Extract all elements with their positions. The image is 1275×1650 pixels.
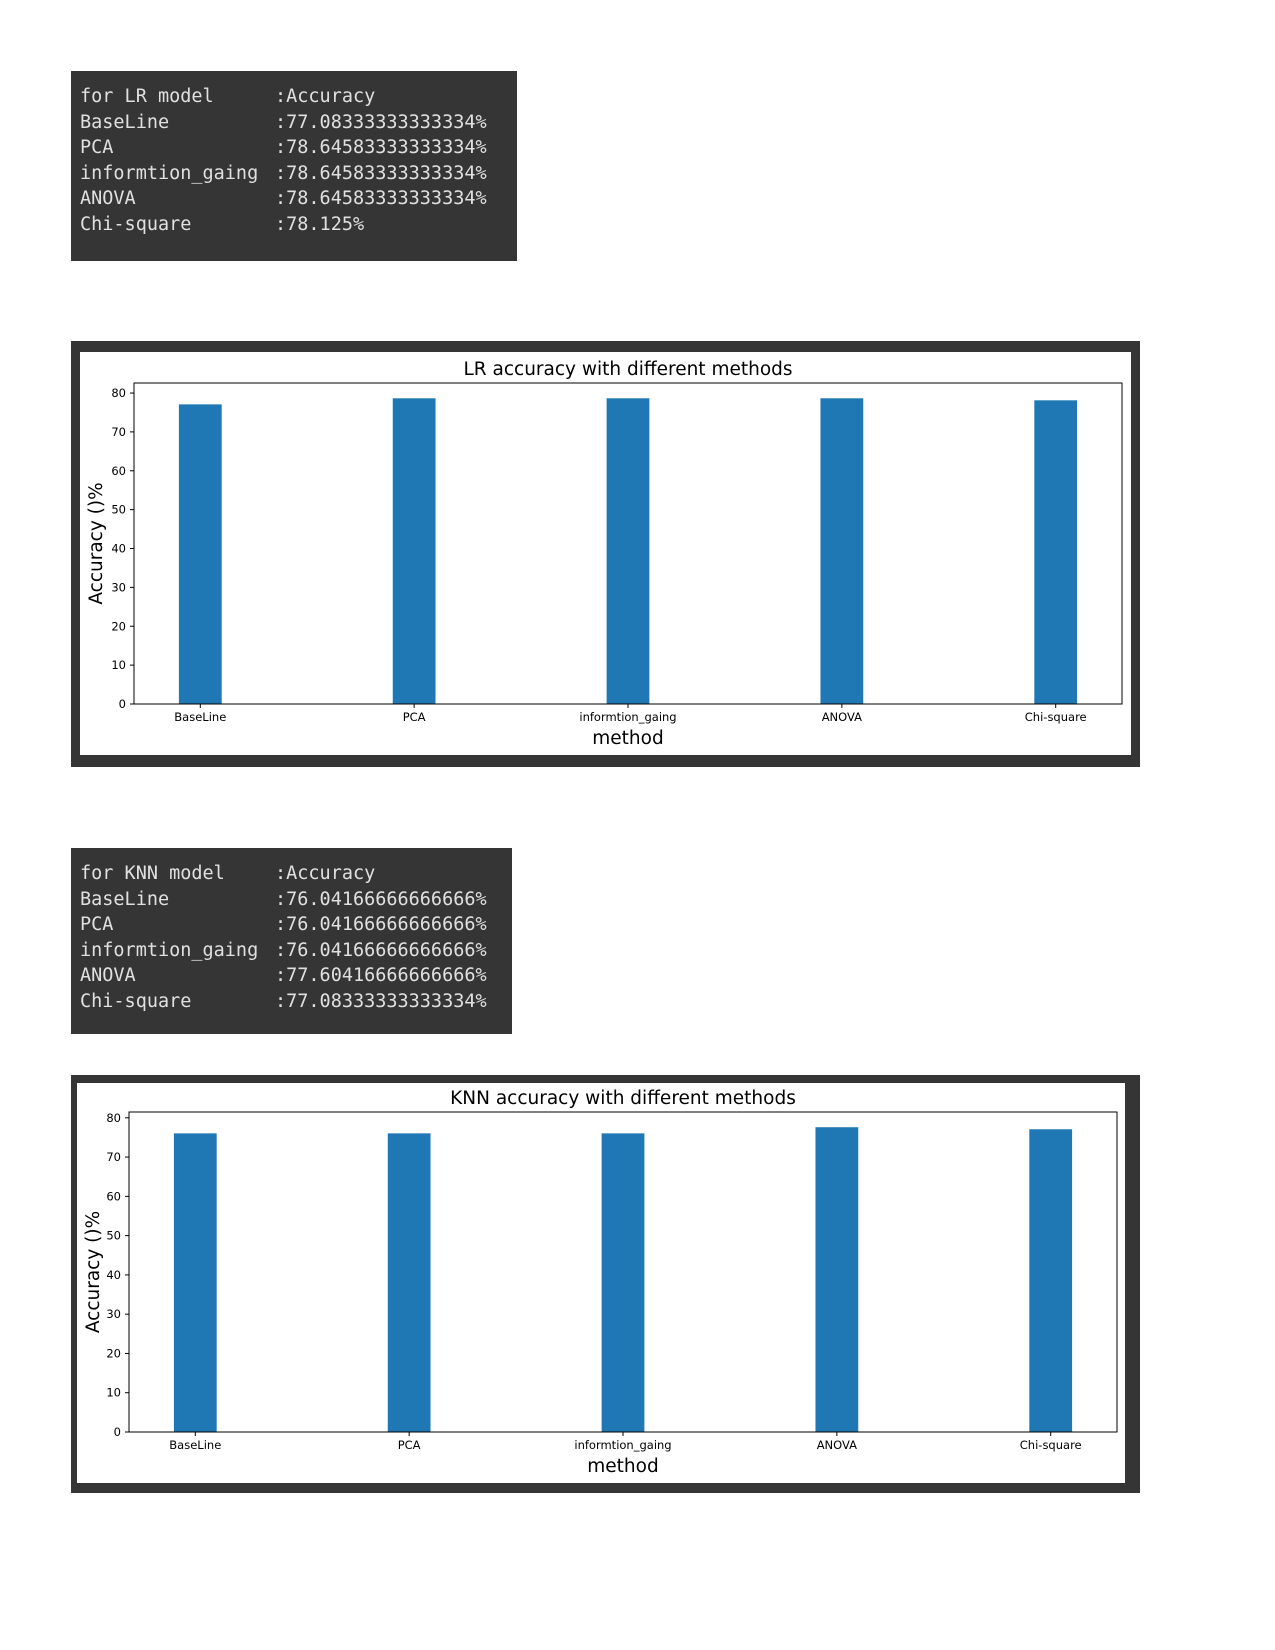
- y-tick-label: 50: [111, 503, 126, 517]
- y-tick-label: 10: [111, 658, 126, 672]
- output-line: BaseLine :76.04166666666666%: [80, 887, 503, 913]
- y-tick-label: 80: [106, 1111, 121, 1125]
- y-tick-label: 60: [106, 1189, 121, 1203]
- output-line: ANOVA :78.64583333333334%: [80, 186, 508, 212]
- method-name: BaseLine: [80, 888, 170, 910]
- x-tick-label: PCA: [403, 710, 426, 724]
- bar: [178, 404, 222, 704]
- output-line: Chi-square :78.125%: [80, 212, 508, 238]
- plot-frame: [128, 1111, 1118, 1433]
- accuracy-text: :77.08333333333334%: [275, 990, 487, 1012]
- x-axis-label: method: [592, 728, 663, 749]
- output-line: for KNN model :Accuracy: [80, 861, 503, 887]
- method-name: for LR model: [80, 86, 214, 107]
- chart: KNN accuracy with different methods 0 10 20…: [77, 1083, 1125, 1483]
- accuracy-text: :Accuracy: [275, 863, 376, 884]
- accuracy-text: :78.64583333333334%: [275, 137, 487, 159]
- bar: [601, 1133, 645, 1432]
- method-name: informtion_gaing: [80, 162, 259, 184]
- chart-frame: KNN accuracy with different methods 0 10 20…: [71, 1075, 1140, 1493]
- x-tick-label: Chi-square: [1020, 1438, 1082, 1452]
- output-line: ANOVA :77.60416666666666%: [80, 963, 503, 989]
- bar: [392, 398, 436, 704]
- method-name: Chi-square: [80, 213, 192, 235]
- x-tick-label: informtion_gaing: [574, 1438, 671, 1452]
- x-tick-label: BaseLine: [169, 1438, 221, 1452]
- output-line: PCA :78.64583333333334%: [80, 135, 508, 161]
- method-name: for KNN model: [80, 863, 225, 884]
- text-output: for KNN model :Accuracy BaseLine :76.041666…: [71, 848, 512, 1034]
- accuracy-text: :78.64583333333334%: [275, 162, 487, 184]
- plot-frame: [133, 382, 1123, 705]
- accuracy-text: :78.64583333333334%: [275, 188, 487, 210]
- y-tick-label: 80: [111, 386, 126, 400]
- y-tick-label: 0: [119, 697, 126, 711]
- bar: [1034, 400, 1078, 704]
- method-name: PCA: [80, 137, 114, 159]
- output-line: informtion_gaing :76.04166666666666%: [80, 938, 503, 964]
- accuracy-text: :78.125%: [275, 213, 365, 235]
- output-line: for LR model :Accuracy: [80, 84, 508, 110]
- x-tick-label: informtion_gaing: [579, 710, 676, 724]
- bar: [815, 1127, 859, 1432]
- y-tick-label: 50: [106, 1229, 121, 1243]
- x-tick-label: ANOVA: [822, 710, 862, 724]
- y-tick-label: 60: [111, 464, 126, 478]
- x-tick-label: ANOVA: [817, 1438, 857, 1452]
- chart-title: KNN accuracy with different methods: [450, 1088, 796, 1109]
- accuracy-text: :77.60416666666666%: [275, 965, 487, 987]
- y-tick-label: 30: [111, 580, 126, 594]
- output-line: informtion_gaing :78.64583333333334%: [80, 161, 508, 187]
- bar: [173, 1133, 217, 1432]
- output-line: PCA :76.04166666666666%: [80, 912, 503, 938]
- y-tick-label: 0: [114, 1425, 121, 1439]
- y-axis-label: Accuracy ()%: [86, 482, 107, 604]
- output-line: Chi-square :77.08333333333334%: [80, 989, 503, 1015]
- x-tick-label: PCA: [398, 1438, 421, 1452]
- accuracy-text: :76.04166666666666%: [275, 888, 487, 910]
- y-tick-label: 20: [111, 619, 126, 633]
- y-tick-label: 40: [111, 542, 126, 556]
- y-tick-label: 10: [106, 1386, 121, 1400]
- accuracy-text: :76.04166666666666%: [275, 914, 487, 936]
- accuracy-text: :Accuracy: [275, 86, 376, 107]
- text-output: for LR model :Accuracy BaseLine :77.0833333…: [71, 71, 517, 261]
- y-tick-label: 20: [106, 1346, 121, 1360]
- chart-frame: LR accuracy with different methods 0 10 20 3…: [71, 341, 1140, 767]
- bar: [606, 398, 650, 704]
- method-name: PCA: [80, 914, 114, 936]
- y-tick-label: 70: [111, 425, 126, 439]
- accuracy-text: :77.08333333333334%: [275, 111, 487, 133]
- output-line: BaseLine :77.08333333333334%: [80, 110, 508, 136]
- y-tick-label: 40: [106, 1268, 121, 1282]
- bar: [820, 398, 864, 704]
- x-axis-label: method: [587, 1456, 658, 1477]
- y-axis-label: Accuracy ()%: [83, 1211, 104, 1333]
- method-name: ANOVA: [80, 965, 136, 987]
- accuracy-text: :76.04166666666666%: [275, 939, 487, 961]
- method-name: Chi-square: [80, 990, 192, 1012]
- x-tick-label: Chi-square: [1025, 710, 1087, 724]
- method-name: BaseLine: [80, 111, 170, 133]
- chart-title: LR accuracy with different methods: [463, 359, 792, 380]
- method-name: ANOVA: [80, 188, 136, 210]
- y-tick-label: 30: [106, 1307, 121, 1321]
- method-name: informtion_gaing: [80, 939, 259, 961]
- bar: [387, 1133, 431, 1432]
- bar: [1029, 1129, 1073, 1432]
- y-tick-label: 70: [106, 1150, 121, 1164]
- x-tick-label: BaseLine: [174, 710, 226, 724]
- chart: LR accuracy with different methods 0 10 20 3…: [80, 352, 1131, 755]
